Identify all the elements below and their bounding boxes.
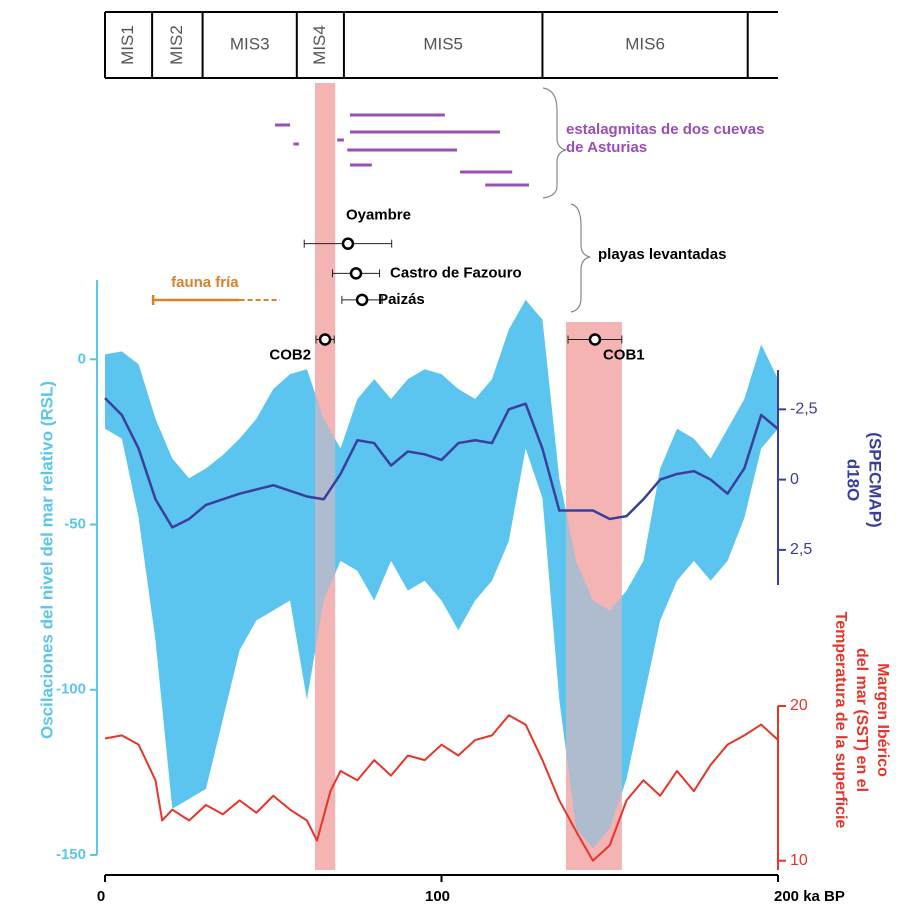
highlight-band-overlay	[314, 83, 336, 870]
point-label: Oyambre	[346, 207, 411, 224]
stalagmite-label: de Asturias	[566, 139, 647, 156]
x-tick-label: 0	[97, 888, 105, 905]
y-tick-label: -100	[56, 681, 86, 698]
point	[318, 333, 332, 346]
fauna-label: fauna fría	[171, 274, 239, 291]
point	[588, 333, 602, 346]
point-label: COB1	[603, 346, 645, 363]
beaches-label: playas levantadas	[598, 246, 726, 263]
mis-label: MIS2	[167, 25, 186, 65]
sst-line	[104, 714, 779, 862]
y-tick-label: 0	[78, 350, 86, 367]
y2-tick-label: 0	[790, 471, 799, 488]
y3-tick-label: 20	[790, 697, 808, 714]
y3-axis-label: Margen Ibérico	[874, 663, 891, 777]
mis-label: MIS5	[423, 34, 463, 53]
x-tick-label: 200 ka BP	[774, 888, 845, 905]
y-tick-label: -50	[64, 516, 86, 533]
y2-axis-label: (SPECMAP)	[866, 432, 885, 527]
y2-tick-label: 2,5	[790, 541, 812, 558]
brace	[542, 87, 567, 199]
brace	[570, 203, 591, 313]
y-tick-label: -150	[56, 846, 86, 863]
y3-tick-label: 10	[790, 852, 808, 869]
mis-label: MIS1	[118, 25, 137, 65]
y3-axis-label: del mar (SST) en el	[853, 648, 870, 792]
y2-tick-label: -2,5	[790, 401, 818, 418]
point	[349, 267, 363, 280]
mis-label: MIS3	[230, 34, 270, 53]
mis-label: MIS4	[310, 25, 329, 65]
mis-label: MIS6	[625, 34, 665, 53]
point-label: Castro de Fazouro	[390, 264, 522, 281]
y3-axis-label: Temperatura de la superficie	[832, 612, 849, 829]
point	[355, 293, 369, 307]
y-axis-label: Oscilaciones del nivel del mar relativo …	[37, 381, 56, 739]
y2-axis-label: d18O	[844, 459, 863, 502]
stalagmite-label: estalagmitas de dos cuevas	[566, 121, 764, 138]
rsl-band	[105, 299, 778, 849]
highlight-band-overlay	[566, 322, 622, 870]
point	[341, 237, 355, 250]
d18o-line	[104, 397, 779, 529]
point-label: Paizás	[378, 291, 425, 308]
point-label: COB2	[269, 346, 311, 363]
x-tick-label: 100	[425, 888, 450, 905]
